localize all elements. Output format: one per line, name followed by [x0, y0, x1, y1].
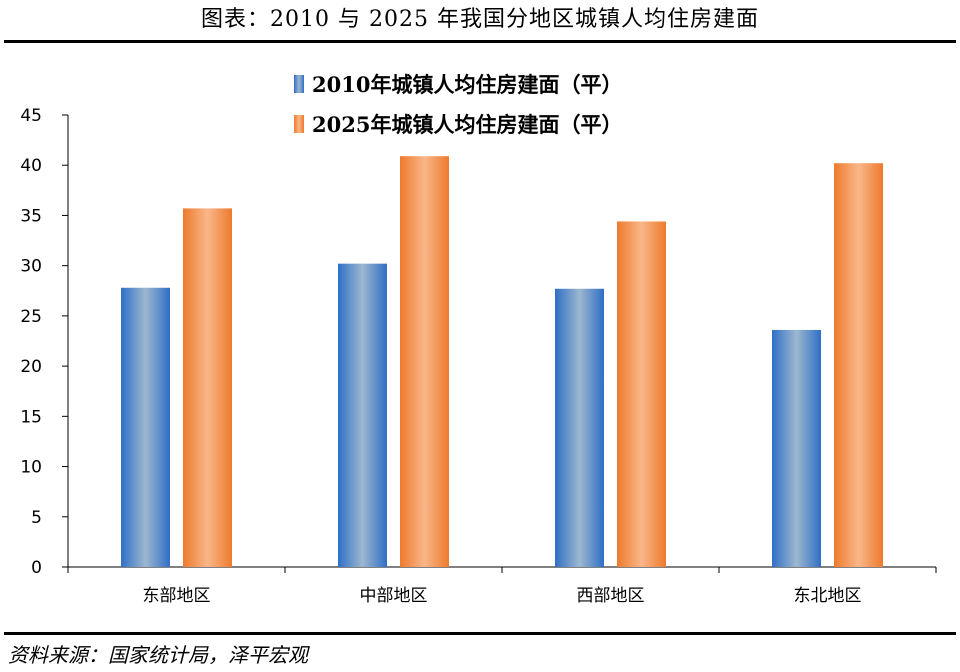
y-tick-label: 40 — [20, 156, 42, 176]
y-tick-label: 30 — [20, 257, 42, 277]
x-category-label: 东北地区 — [794, 586, 862, 606]
bar-2010-4 — [772, 329, 821, 567]
y-axis: 0 5 10 15 20 25 30 35 40 45 — [20, 106, 69, 578]
legend-swatch — [294, 75, 304, 93]
bars-group — [121, 156, 883, 568]
bar-2025-1 — [183, 208, 232, 567]
y-tick-label: 20 — [20, 357, 42, 377]
y-tick-label: 10 — [20, 458, 42, 478]
top-rule — [4, 40, 956, 43]
x-category-label: 西部地区 — [577, 586, 645, 606]
source-note: 资料来源：国家统计局，泽平宏观 — [8, 643, 308, 667]
y-tick-label: 25 — [20, 307, 42, 327]
x-category-label: 中部地区 — [360, 586, 428, 606]
bar-2025-3 — [617, 221, 666, 567]
bar-chart: 0 5 10 15 20 25 30 35 40 45 东部地区 中部地区 西部地区 东北地区 2010… — [0, 44, 960, 632]
y-tick-label: 0 — [31, 558, 42, 578]
legend: 2010年城镇人均住房建面（平） 2025年城镇人均住房建面（平） — [294, 72, 622, 137]
bar-2010-1 — [121, 287, 170, 567]
bar-2010-2 — [338, 263, 387, 567]
legend-swatch — [294, 115, 304, 133]
legend-label: 2025年城镇人均住房建面（平） — [312, 112, 622, 137]
x-category-label: 东部地区 — [143, 586, 211, 606]
y-tick-label: 45 — [20, 106, 42, 126]
bar-2025-4 — [834, 163, 883, 568]
legend-label: 2010年城镇人均住房建面（平） — [312, 72, 622, 97]
bar-2010-3 — [555, 288, 604, 567]
figure-title: 图表：2010 与 2025 年我国分地区城镇人均住房建面 — [201, 7, 759, 32]
y-tick-label: 35 — [20, 206, 42, 226]
bar-2025-2 — [400, 156, 449, 567]
y-tick-label: 5 — [31, 508, 42, 528]
bottom-rule — [4, 632, 956, 635]
y-tick-label: 15 — [20, 407, 42, 427]
